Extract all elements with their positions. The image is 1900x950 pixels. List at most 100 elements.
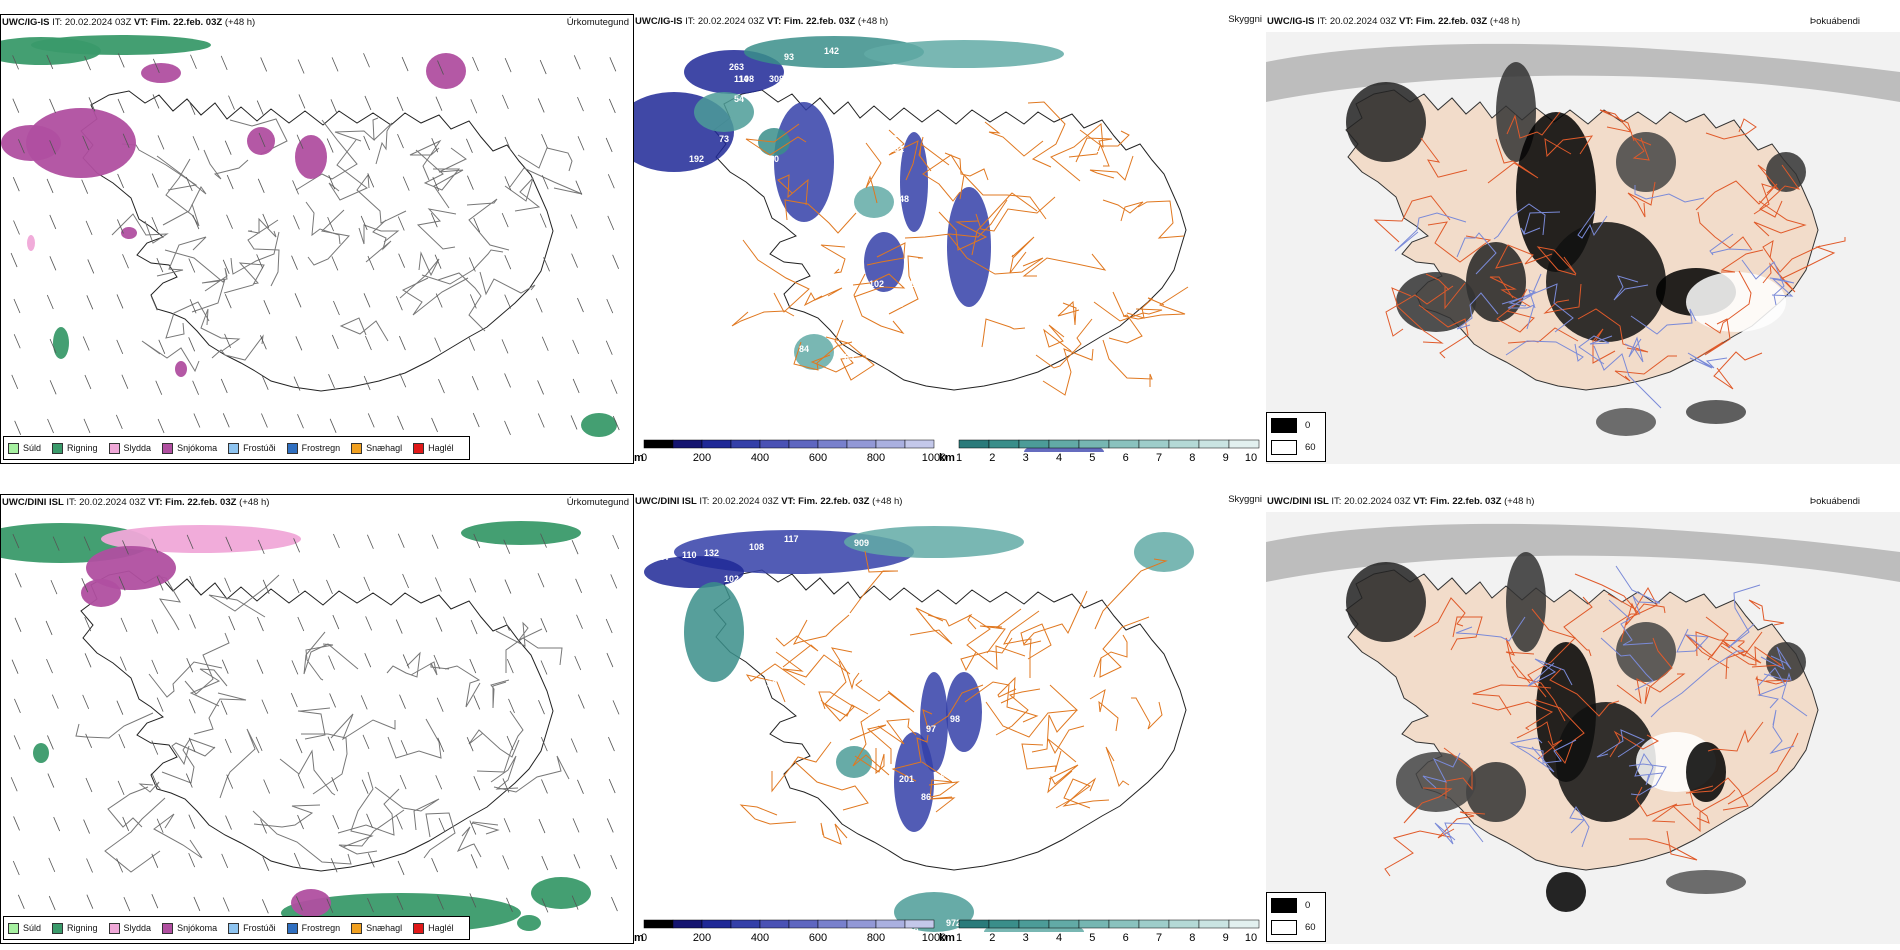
road-line [745, 123, 807, 156]
road-line [297, 707, 331, 740]
road-line [409, 139, 442, 181]
wind-barb [537, 98, 545, 113]
road-line [784, 199, 857, 234]
visibility-value-label: 110 [682, 550, 697, 560]
road-line [918, 136, 950, 172]
it-label: IT: [1317, 16, 1328, 27]
road-line [165, 301, 210, 339]
road-line [997, 676, 1017, 704]
precip-legend-label: Snjókoma [177, 443, 218, 453]
wind-barb [185, 773, 193, 788]
wind-barb [220, 55, 228, 71]
colorbar-segment [672, 919, 703, 929]
wind-barb [501, 212, 509, 228]
vt-label: VT: [134, 17, 149, 28]
precip-area [247, 127, 275, 155]
road-line [1391, 287, 1444, 344]
road-line [742, 239, 810, 313]
precip-legend-label: Rigning [67, 443, 98, 453]
road-line [433, 147, 467, 209]
wind-barb [431, 857, 438, 873]
wind-barb [261, 899, 269, 914]
visibility-value-label: 132 [704, 548, 719, 558]
colorbar-tick-km: 10 [1245, 452, 1257, 462]
visibility-value-label: 13 [657, 216, 667, 226]
precip-legend-item: Súld [8, 922, 41, 934]
wind-barb [11, 374, 19, 390]
road-line [1009, 236, 1035, 274]
wind-barb [606, 298, 614, 314]
visibility-value-label: 84 [799, 344, 809, 354]
visibility-value-label: 108 [749, 542, 764, 552]
visibility-value-label: 138 [762, 679, 777, 689]
road-line [1544, 135, 1594, 158]
visibility-value-label: 142 [824, 46, 839, 56]
visibility-area [947, 187, 991, 307]
road-line [1055, 778, 1092, 809]
precip-area [101, 525, 301, 553]
wind-barb [117, 98, 125, 114]
road-line [303, 631, 359, 675]
wind-barb [367, 255, 375, 271]
road-line [330, 713, 396, 741]
fog-title: Þokuábendi [1809, 16, 1860, 27]
colorbar-segment [1138, 919, 1170, 929]
wind-barb [399, 694, 406, 709]
road-line [984, 121, 1044, 157]
road-line [1516, 739, 1577, 764]
road-line [1471, 701, 1554, 731]
wind-barb [395, 296, 403, 311]
wind-barb [192, 214, 200, 230]
vt-label: VT: [1413, 496, 1428, 507]
precip-legend-label: Snæhagl [366, 443, 403, 453]
wind-barb [472, 56, 479, 72]
precip-legend: Súld Rigning Slydda Snjókoma Frostúði Frostre… [3, 436, 470, 460]
visibility-value-label: 97 [926, 724, 936, 734]
precip-type-panel-row2: UWC/DINI ISL IT: 20.02.2024 03Z VT: Fim.… [0, 494, 634, 944]
wind-barb [331, 334, 339, 350]
road-line [1687, 352, 1728, 369]
road-line [437, 272, 486, 332]
colorbar-tick-m: 600 [809, 452, 827, 462]
wind-barb [151, 173, 159, 188]
road-line [1105, 746, 1130, 788]
fog-legend-swatch [1271, 439, 1297, 455]
wind-barb [18, 139, 25, 154]
wind-barb [436, 697, 444, 712]
colorbar-segment [988, 439, 1020, 449]
wind-barb [14, 617, 22, 632]
wind-barb [224, 140, 232, 155]
road-line [517, 147, 573, 172]
precip-legend-label: Slydda [123, 443, 152, 453]
road-line [1676, 628, 1710, 653]
wind-barb [47, 735, 54, 750]
road-line [1385, 285, 1454, 337]
visibility-value-label: 231 [742, 154, 757, 164]
colorbar-tick-km: 9 [1223, 932, 1229, 942]
wind-barb [366, 813, 373, 828]
wind-barb [188, 100, 196, 115]
fog-legend-label: 60 [1305, 441, 1316, 453]
road-line [415, 149, 461, 191]
road-line [1137, 200, 1185, 239]
wind-barb [504, 294, 512, 309]
wind-barb [48, 857, 56, 873]
wind-barb [612, 254, 619, 269]
wind-barb [503, 539, 511, 554]
wind-barb [506, 735, 514, 751]
precip-area [121, 227, 137, 239]
road-line [1434, 822, 1484, 845]
wind-barb [263, 779, 271, 794]
road-line [1373, 195, 1451, 243]
visibility-area [854, 186, 894, 218]
wind-barb [47, 773, 55, 788]
road-line [1057, 300, 1080, 326]
wind-barb [49, 140, 56, 155]
wind-barb [399, 774, 407, 790]
precip-area [33, 743, 49, 763]
iceland-outline [80, 570, 554, 872]
lead-time: (+48 h) [872, 496, 903, 507]
fog-area [1396, 272, 1476, 332]
road-line [853, 273, 905, 334]
road-line [1563, 596, 1593, 657]
